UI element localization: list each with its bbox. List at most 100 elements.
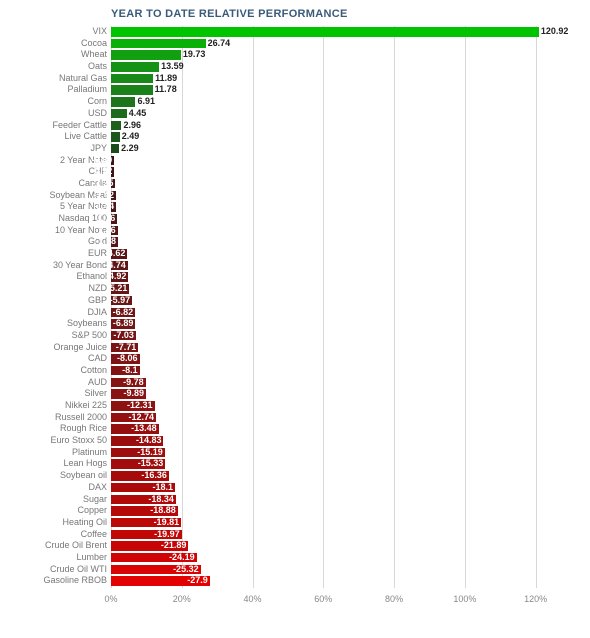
value-label: -0.92 (92, 166, 113, 178)
value-label: -1.42 (94, 190, 115, 202)
bar (111, 74, 153, 84)
bar-row: Natural Gas11.89 (6, 73, 578, 85)
plot-area: 0%20%40%60%80%100%120%VIX120.92Cocoa26.7… (6, 26, 578, 606)
value-label: -0.89 (92, 155, 113, 167)
y-axis-label: Lumber (76, 552, 111, 564)
value-label: -14.83 (136, 435, 162, 447)
value-label: -8.06 (117, 353, 138, 365)
bar-row: Coffee -19.97 (6, 529, 578, 541)
value-label: -5.21 (107, 283, 128, 295)
bar-row: 5 Year Note-1.44 (6, 201, 578, 213)
value-label: -21.89 (161, 540, 187, 552)
value-label: -5.97 (110, 295, 131, 307)
bar-row: Heating Oil-19.81 (6, 517, 578, 529)
y-axis-label: Gasoline RBOB (43, 575, 111, 587)
bar-row: Lumber-24.19 (6, 552, 578, 564)
y-axis-label: S&P 500 (72, 330, 111, 342)
value-label: -1.76 (95, 213, 116, 225)
bar (111, 132, 120, 142)
bar-row: Orange Juice-7.71 (6, 342, 578, 354)
y-axis-label: Russell 2000 (55, 412, 111, 424)
value-label: -18.1 (153, 482, 174, 494)
bar-row: Platinum-15.19 (6, 447, 578, 459)
bar-row: AUD-9.78 (6, 377, 578, 389)
y-axis-label: GBP (88, 295, 111, 307)
value-label: 6.91 (137, 96, 155, 108)
value-label: -4.92 (106, 271, 127, 283)
value-label: 13.59 (161, 61, 184, 73)
value-label: -8.1 (122, 365, 138, 377)
bar-row: Oats 13.59 (6, 61, 578, 73)
bar (111, 109, 127, 119)
rows: VIX120.92Cocoa26.74Wheat19.73Oats13.59Na… (6, 26, 578, 587)
value-label: 120.92 (541, 26, 569, 38)
y-axis-label: Crude Oil WTI (50, 564, 111, 576)
value-label: -1.25 (93, 178, 114, 190)
value-label: -15.19 (137, 447, 163, 459)
y-axis-label: CAD (88, 353, 111, 365)
bar-row: Live Cattle2.49 (6, 131, 578, 143)
x-axis-tick-label: 20% (173, 594, 191, 604)
y-axis-label: 30 Year Bond (53, 260, 111, 272)
bar-row: Nikkei 225-12.31 (6, 400, 578, 412)
bar (111, 27, 539, 37)
value-label: -18.88 (150, 505, 176, 517)
relative-performance-chart: YEAR TO DATE RELATIVE PERFORMANCE 0%20%4… (0, 0, 590, 638)
value-label: -25.32 (173, 564, 199, 576)
y-axis-label: Oats (88, 61, 111, 73)
value-label: 26.74 (208, 38, 231, 50)
x-axis-tick-label: 100% (453, 594, 476, 604)
y-axis-label: Nikkei 225 (65, 400, 111, 412)
bar (111, 39, 206, 49)
y-axis-label: JPY (90, 143, 111, 155)
x-axis-tick-label: 60% (314, 594, 332, 604)
value-label: -19.97 (154, 529, 180, 541)
value-label: -12.74 (129, 412, 155, 424)
bar-row: EUR-4.62 (6, 248, 578, 260)
y-axis-label: Natural Gas (59, 73, 111, 85)
y-axis-label: Palladium (67, 84, 111, 96)
bar-row: Cocoa 26.74 (6, 38, 578, 50)
value-label: -1.44 (94, 201, 115, 213)
bar-row: Sugar-18.34 (6, 494, 578, 506)
bar-row: Feeder Cattle2.96 (6, 120, 578, 132)
bar-row: DJIA-6.82 (6, 307, 578, 319)
bar-row: Ethanol-4.92 (6, 271, 578, 283)
bar-row: Soybeans-6.89 (6, 318, 578, 330)
bar-row: USD4.45 (6, 108, 578, 120)
value-label: -13.48 (131, 423, 157, 435)
bar-row: Gold-1.98 (6, 236, 578, 248)
y-axis-label: Cocoa (81, 38, 111, 50)
bar-row: Euro Stoxx 50 -14.83 (6, 435, 578, 447)
bar-row: NZD-5.21 (6, 283, 578, 295)
bar-row: Gasoline RBOB -27.9 (6, 575, 578, 587)
y-axis-label: Feeder Cattle (52, 120, 111, 132)
value-label: -6.82 (113, 307, 134, 319)
bar-row: Wheat19.73 (6, 49, 578, 61)
bar-row: Russell 2000 -12.74 (6, 412, 578, 424)
y-axis-label: Copper (77, 505, 111, 517)
bar (111, 50, 181, 60)
value-label: -9.89 (123, 388, 144, 400)
value-label: 2.29 (121, 143, 139, 155)
y-axis-label: Rough Rice (60, 423, 111, 435)
bar (111, 62, 159, 72)
y-axis-label: Euro Stoxx 50 (50, 435, 111, 447)
bar-row: Silver-9.89 (6, 388, 578, 400)
bar (111, 85, 153, 95)
value-label: -27.9 (187, 575, 208, 587)
y-axis-label: USD (88, 108, 111, 120)
y-axis-label: Corn (87, 96, 111, 108)
y-axis-label: Heating Oil (62, 517, 111, 529)
bar-row: Rough Rice -13.48 (6, 423, 578, 435)
y-axis-label: Live Cattle (64, 131, 111, 143)
y-axis-label: Coffee (81, 529, 111, 541)
value-label: -9.78 (123, 377, 144, 389)
bar-row: Lean Hogs-15.33 (6, 458, 578, 470)
bar-row: 30 Year Bond-4.74 (6, 260, 578, 272)
y-axis-label: DAX (88, 482, 111, 494)
bar-row: 10 Year Note-1.86 (6, 225, 578, 237)
bar-row: Corn 6.91 (6, 96, 578, 108)
bar-row: GBP-5.97 (6, 295, 578, 307)
chart-title: YEAR TO DATE RELATIVE PERFORMANCE (111, 8, 578, 20)
